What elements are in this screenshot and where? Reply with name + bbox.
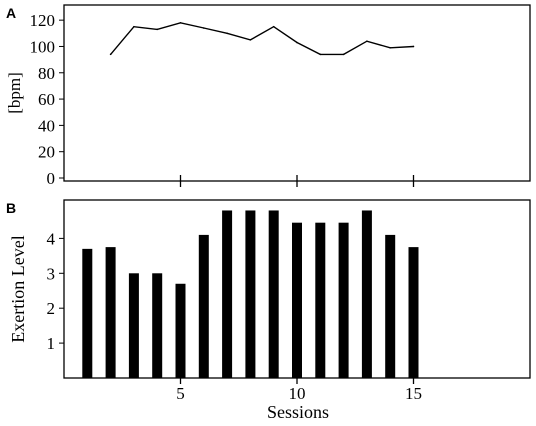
panel-a-y-tick-label: 20 xyxy=(38,143,55,162)
exertion-bar xyxy=(128,273,139,378)
exertion-bar xyxy=(361,210,372,378)
heart-rate-point xyxy=(179,21,182,24)
exertion-bar xyxy=(268,210,279,378)
heart-rate-point xyxy=(156,28,158,31)
panel-b-label: B xyxy=(6,200,16,216)
panel-b-y-ticks: 1 2 3 4 xyxy=(47,229,64,353)
heart-rate-point xyxy=(272,25,275,28)
panel-a-y-tick-label: 100 xyxy=(30,37,56,56)
panel-b: B Exertion Level 1 2 3 4 5 10 15 Sessions xyxy=(6,199,531,422)
panel-a-x-ticks xyxy=(179,175,415,187)
exertion-bar xyxy=(105,247,116,378)
exertion-bar xyxy=(315,222,326,378)
heart-rate-point xyxy=(226,32,228,35)
heart-rate-point xyxy=(366,40,368,42)
panel-a-y-tick-label: 80 xyxy=(38,64,55,83)
heart-rate-point xyxy=(342,53,345,56)
panel-b-x-tick-label: 5 xyxy=(176,384,185,403)
panel-b-bars xyxy=(82,210,419,378)
panel-b-y-tick-label: 2 xyxy=(47,299,56,318)
panel-a-y-ticks: 0 20 40 60 80 100 120 xyxy=(30,11,64,188)
panel-b-x-tick-label: 10 xyxy=(289,384,306,403)
panel-a-y-tick-label: 120 xyxy=(30,11,56,30)
heart-rate-line xyxy=(110,22,414,56)
exertion-bar xyxy=(82,248,93,378)
exertion-bar xyxy=(245,210,256,378)
panel-b-x-axis-label: Sessions xyxy=(267,402,329,422)
panel-a-frame xyxy=(63,4,531,182)
panel-b-x-tick-label: 15 xyxy=(405,384,422,403)
heart-rate-point xyxy=(133,25,135,28)
heart-rate-point xyxy=(249,39,252,41)
exertion-bar xyxy=(152,273,163,378)
heart-rate-point xyxy=(109,53,112,56)
exertion-bar xyxy=(175,283,186,378)
heart-rate-point xyxy=(319,53,322,56)
exertion-bar xyxy=(338,222,349,378)
panel-b-y-tick-label: 3 xyxy=(47,264,56,283)
panel-b-y-axis-label: Exertion Level xyxy=(8,235,28,342)
heart-rate-point xyxy=(389,46,392,49)
heart-rate-point xyxy=(203,27,205,29)
panel-a: A [bpm] 0 20 40 60 80 100 120 xyxy=(5,4,531,188)
panel-b-y-tick-label: 4 xyxy=(47,229,56,248)
exertion-bar xyxy=(222,210,233,378)
exertion-bar xyxy=(408,247,419,378)
panel-b-x-ticks: 5 10 15 xyxy=(176,378,422,403)
panel-a-y-tick-label: 40 xyxy=(38,116,55,135)
panel-a-label: A xyxy=(6,5,16,21)
exertion-bar xyxy=(292,222,302,378)
heart-rate-point xyxy=(412,45,415,48)
exertion-bar xyxy=(385,234,396,378)
panel-a-y-axis-label: [bpm] xyxy=(5,72,24,114)
heart-rate-point xyxy=(296,41,298,44)
panel-a-y-tick-label: 60 xyxy=(38,90,55,109)
panel-b-y-tick-label: 1 xyxy=(47,334,56,353)
panel-a-y-tick-label: 0 xyxy=(47,169,56,188)
exertion-bar xyxy=(198,234,209,378)
panel-a-series xyxy=(109,21,415,56)
